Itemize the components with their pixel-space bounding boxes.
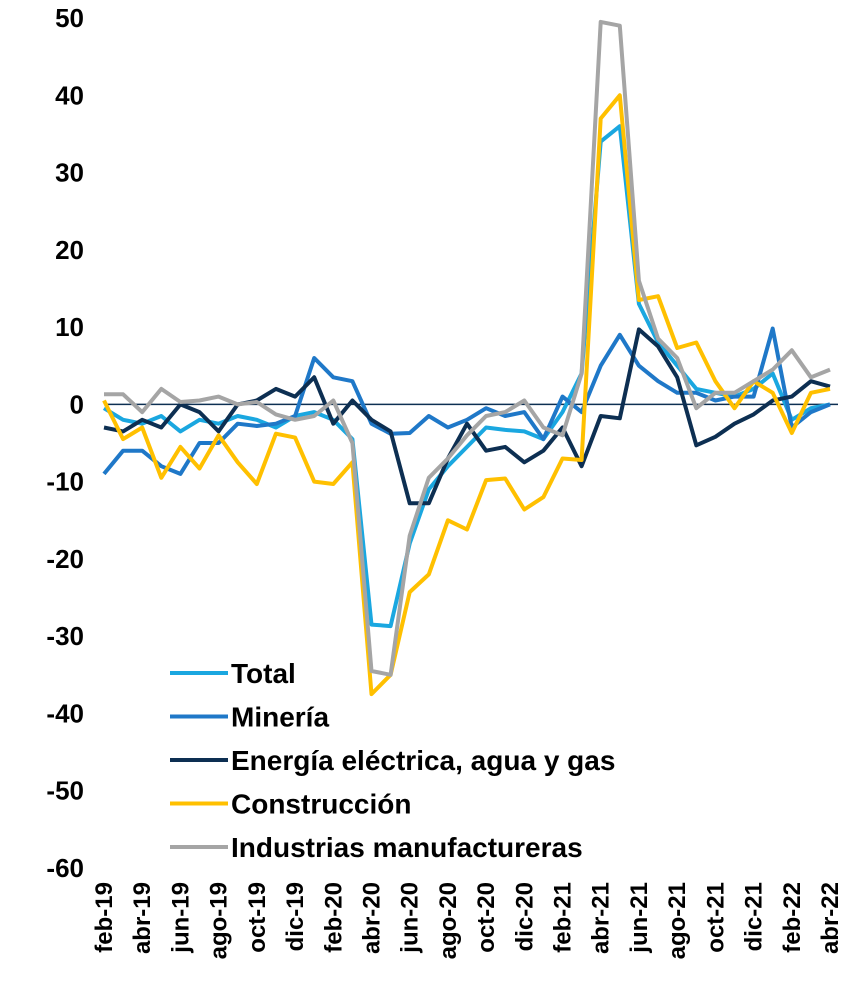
y-tick-label: -30 [46, 621, 84, 651]
y-tick-label: -40 [46, 698, 84, 728]
y-tick-label: 10 [55, 312, 84, 342]
x-tick-label: abr-22 [817, 882, 841, 954]
series-line [104, 19, 831, 677]
y-tick-label: -60 [46, 853, 84, 883]
legend-label: Total [231, 658, 296, 689]
legend-label: Energía eléctrica, agua y gas [231, 745, 615, 776]
x-tick-label: dic-21 [741, 882, 768, 951]
x-tick-label: jun-20 [397, 882, 424, 954]
x-tick-label: ago-21 [664, 882, 691, 959]
x-tick-label: jun-21 [626, 882, 653, 954]
series-line [102, 93, 831, 697]
x-tick-label: jun-19 [167, 882, 194, 954]
x-tick-label: abr-19 [129, 882, 156, 954]
x-tick-label: dic-19 [282, 882, 309, 951]
x-tick-label: feb-21 [550, 882, 577, 953]
y-tick-label: 0 [70, 389, 84, 419]
x-tick-label: dic-20 [511, 882, 538, 951]
legend-label: Minería [231, 702, 329, 733]
series-line [103, 327, 831, 506]
series-line [102, 124, 831, 629]
y-tick-label: -10 [46, 467, 84, 497]
legend-label: Construcción [231, 789, 411, 820]
x-tick-label: abr-20 [358, 882, 385, 954]
x-tick-label: oct-19 [244, 882, 271, 953]
x-tick-label: feb-19 [91, 882, 118, 953]
x-tick-label: feb-22 [779, 882, 806, 953]
y-tick-label: -20 [46, 544, 84, 574]
x-tick-label: ago-20 [435, 882, 462, 959]
y-tick-label: 40 [55, 80, 84, 110]
x-tick-label: oct-21 [702, 882, 729, 953]
x-tick-label: feb-20 [320, 882, 347, 953]
legend-label: Industrias manufactureras [231, 832, 583, 863]
y-tick-label: 30 [55, 158, 84, 188]
y-tick-label: -50 [46, 776, 84, 806]
x-tick-label: abr-21 [588, 882, 615, 954]
y-tick-label: 50 [55, 3, 84, 33]
y-tick-label: 20 [55, 235, 84, 265]
series-line [102, 326, 831, 476]
x-tick-label: ago-19 [206, 882, 233, 959]
x-tick-label: oct-20 [473, 882, 500, 953]
